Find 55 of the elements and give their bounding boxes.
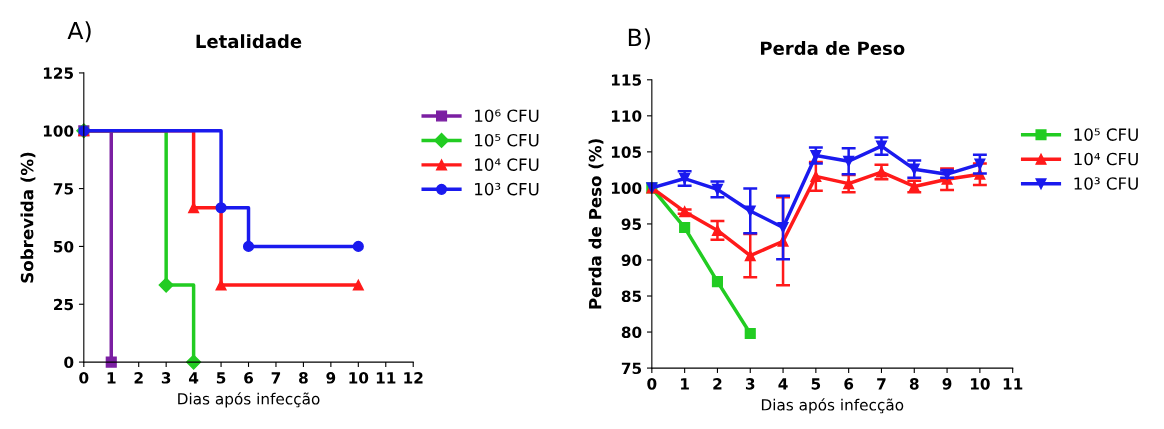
x-tick-label: 0 [79, 372, 89, 384]
y-tick-label: 75 [621, 362, 642, 375]
text: B) [628, 28, 650, 50]
y-tick-label: 100 [611, 182, 642, 194]
y-tick-label: 105 [611, 146, 642, 158]
x-tick-label: 3 [745, 378, 755, 390]
text: A) [67, 21, 91, 43]
x-tick-label: 3 [161, 372, 171, 384]
x-tick-label: 6 [844, 378, 854, 390]
x-tick-label: 5 [216, 372, 226, 384]
legend-label: 10³ CFU [1074, 177, 1138, 190]
x-tick-label: 7 [877, 378, 886, 390]
x-tick-label: 11 [1003, 378, 1023, 390]
y-tick-label: 115 [611, 74, 642, 86]
y-axis-title: Perda de Peso (%) [588, 139, 604, 309]
x-tick-label: 1 [681, 378, 689, 390]
y-tick-label: 25 [54, 298, 74, 311]
x-tick-label: 4 [188, 372, 199, 384]
x-tick-label: 2 [134, 372, 143, 384]
legend-label: 10⁵ CFU [1074, 128, 1138, 141]
y-tick-label: 80 [621, 326, 642, 339]
y-tick-label: 90 [621, 254, 642, 266]
legend-label: 10⁶ CFU [475, 109, 539, 123]
y-tick-label: 75 [53, 183, 74, 195]
x-tick-label: 8 [909, 378, 919, 390]
y-tick-label: 0 [64, 356, 74, 369]
x-tick-label: 0 [647, 378, 657, 390]
x-tick-label: 4 [778, 378, 788, 390]
x-tick-label: 11 [376, 372, 396, 384]
x-tick-label: 7 [271, 372, 281, 384]
y-tick-label: 125 [43, 67, 74, 79]
legend-label: 10³ CFU [475, 182, 539, 196]
x-tick-label: 5 [811, 378, 821, 390]
y-axis-title: Sobrevida (%) [20, 152, 36, 283]
y-tick-label: 95 [621, 218, 642, 230]
x-tick-label: 10 [349, 372, 369, 384]
y-tick-label: 110 [611, 110, 642, 122]
x-axis-title: Dias após infecção [761, 398, 904, 414]
chart-title: Letalidade [196, 34, 302, 49]
x-tick-label: 12 [404, 372, 423, 384]
x-axis-title: Dias após infecção [178, 392, 320, 408]
legend-label: 10⁴ CFU [1074, 152, 1138, 166]
legend-label: 10⁵ CFU [475, 133, 539, 147]
legend-label: 10⁴ CFU [475, 158, 539, 171]
x-tick-label: 8 [299, 372, 308, 384]
y-tick-label: 50 [54, 240, 74, 253]
y-tick-label: 85 [621, 290, 642, 303]
x-tick-label: 9 [942, 378, 952, 390]
x-tick-label: 6 [244, 372, 254, 384]
x-tick-label: 1 [107, 372, 116, 384]
chart-title: Perda de Peso [760, 41, 905, 56]
x-tick-label: 2 [713, 378, 722, 390]
x-tick-label: 10 [970, 378, 990, 390]
x-tick-label: 9 [326, 372, 336, 384]
y-tick-label: 100 [43, 125, 74, 137]
